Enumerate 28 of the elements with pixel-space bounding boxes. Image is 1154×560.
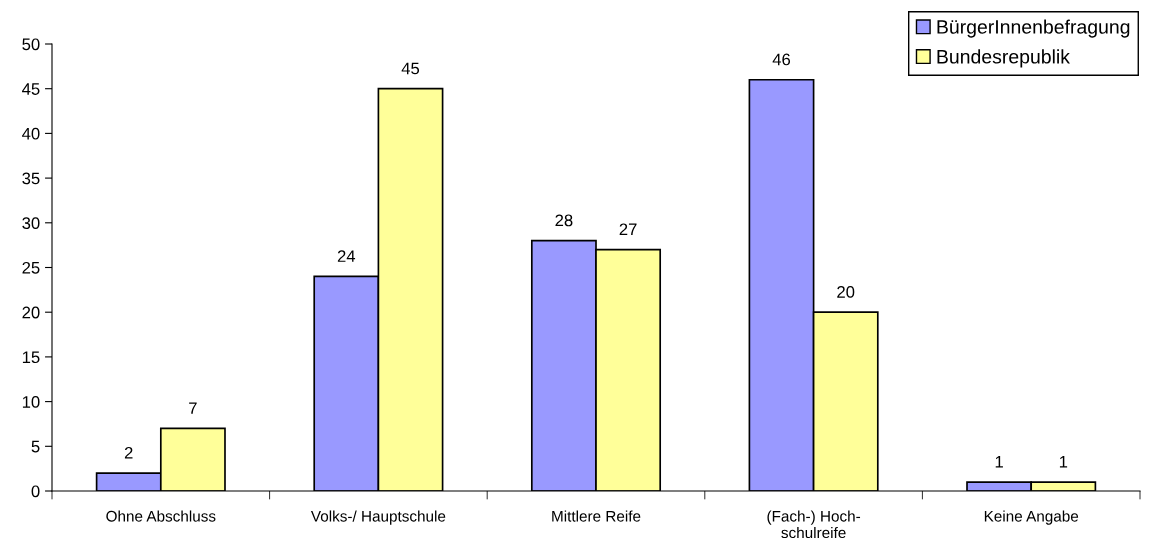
- y-tick-label: 35: [22, 172, 40, 185]
- data-label: 24: [337, 250, 356, 262]
- y-tick-label: 10: [22, 396, 40, 408]
- data-label: 28: [555, 214, 573, 227]
- data-label: 20: [837, 285, 855, 298]
- y-tick-label: 20: [22, 306, 40, 319]
- data-label: 27: [619, 223, 637, 236]
- y-tick-label: 25: [22, 261, 40, 274]
- data-label: 2: [124, 446, 133, 459]
- y-tick-label: 15: [22, 351, 40, 364]
- y-tick-label: 0: [31, 485, 40, 498]
- x-tick-label: Ohne Abschluss: [106, 510, 216, 522]
- x-tick-label: Volks-/ Hauptschule: [310, 510, 446, 525]
- y-tick-label: 30: [22, 217, 40, 229]
- legend-label: Bundesrepublik: [937, 49, 1070, 68]
- legend-label: BürgerInnenbefragung: [937, 19, 1130, 38]
- data-label: 1: [995, 456, 1003, 468]
- y-tick-label: 40: [22, 127, 40, 140]
- x-tick-label: (Fach-) Hoch- schulreife: [767, 510, 861, 539]
- y-tick-label: 50: [22, 38, 40, 51]
- data-label: 1: [1059, 456, 1068, 468]
- data-label: 45: [401, 62, 420, 75]
- data-label: 46: [772, 53, 791, 66]
- y-tick-label: 45: [22, 83, 40, 95]
- x-tick-label: Keine Angabe: [984, 510, 1079, 525]
- data-label: 7: [189, 402, 197, 414]
- x-tick-label: Mittlere Reife: [552, 510, 641, 522]
- y-tick-label: 5: [31, 440, 40, 453]
